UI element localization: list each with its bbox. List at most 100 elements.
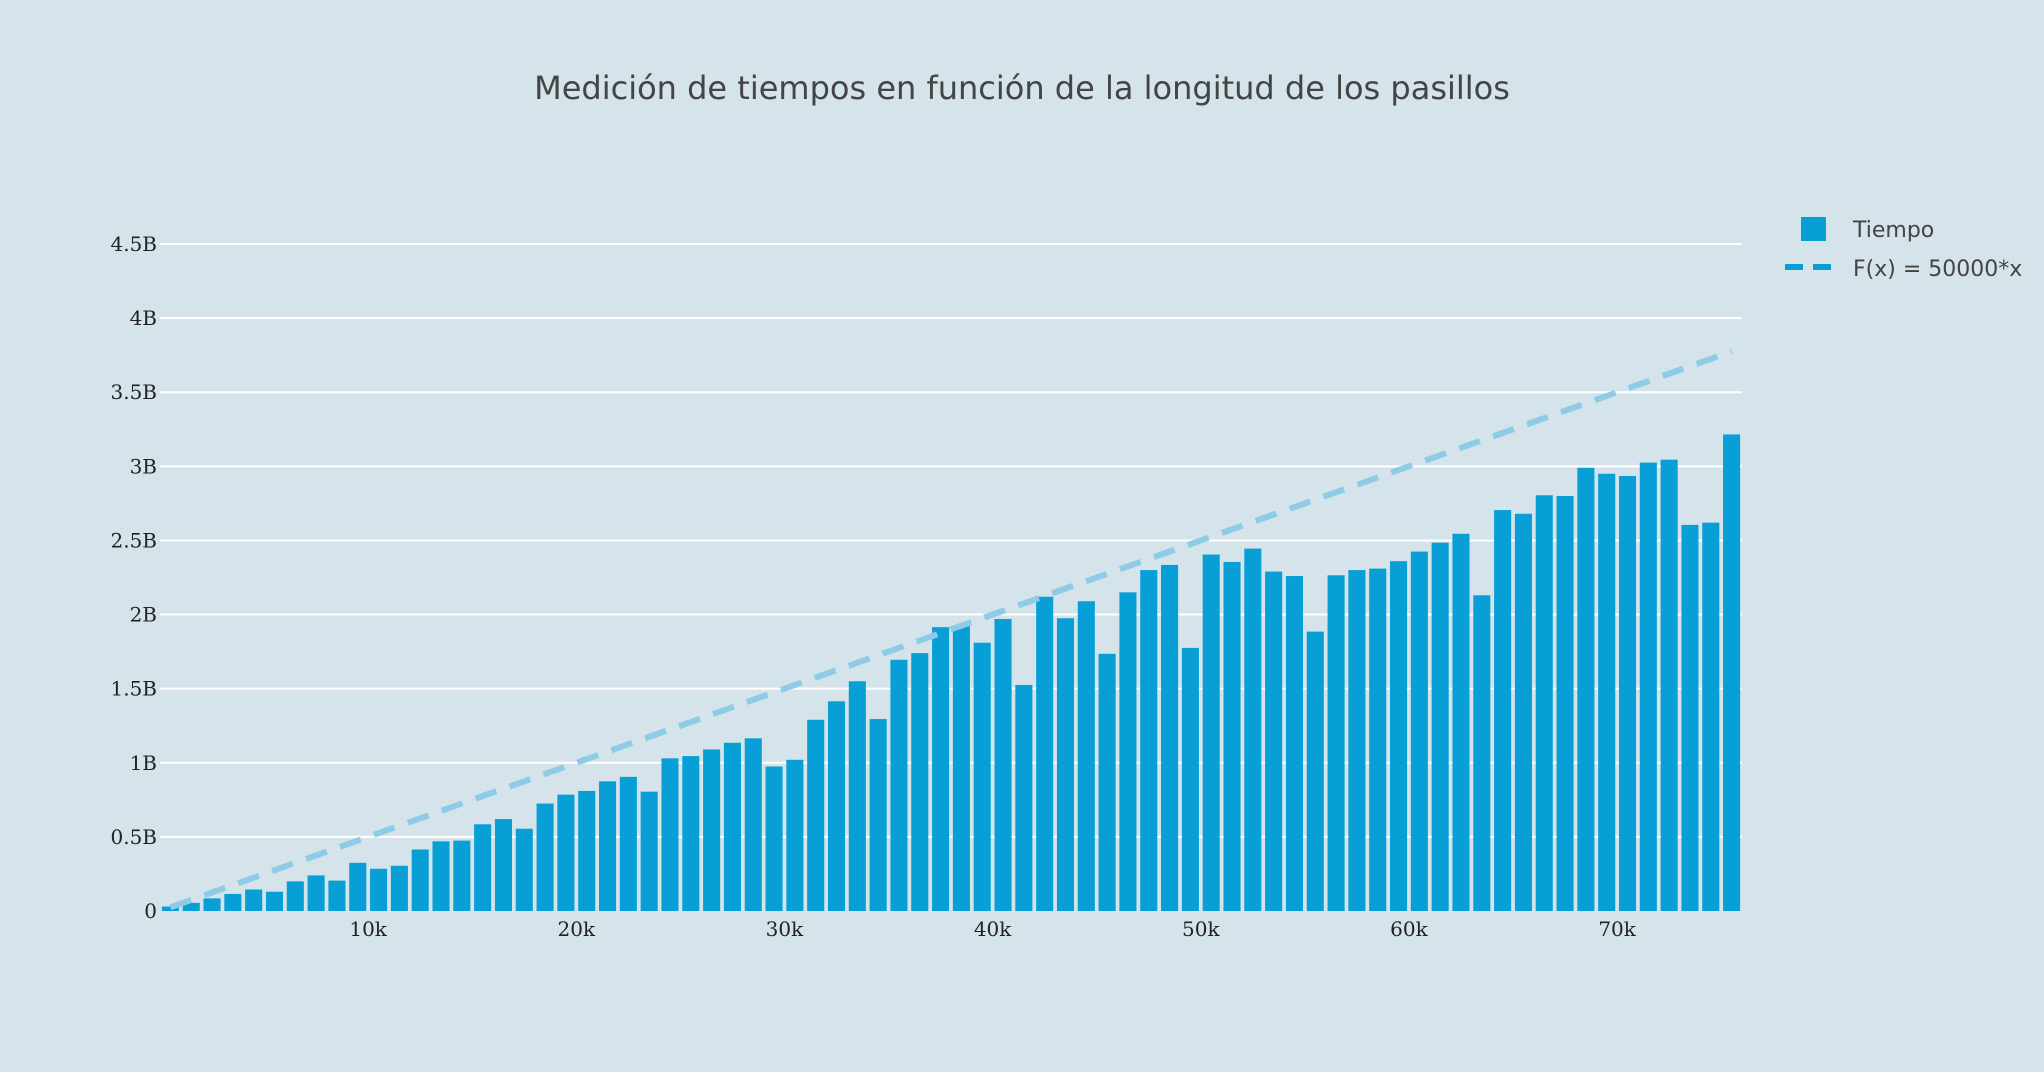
bar	[1327, 575, 1345, 911]
bar	[536, 803, 554, 911]
y-tick-label: 2B	[130, 603, 157, 627]
bar	[265, 891, 284, 911]
bar	[1639, 462, 1657, 911]
bar	[1681, 524, 1699, 911]
legend-label-fx[interactable]: F(x) = 50000*x	[1853, 257, 2022, 282]
bar	[411, 849, 429, 911]
bar	[1098, 653, 1116, 911]
bar	[1598, 473, 1616, 911]
y-tick-label: 4.5B	[110, 232, 157, 256]
bar	[848, 681, 866, 911]
bar	[1431, 542, 1449, 911]
y-tick-label: 3B	[130, 454, 157, 478]
bar	[807, 719, 825, 911]
bar	[349, 862, 367, 911]
bar	[682, 756, 700, 911]
bar	[453, 840, 471, 911]
bar	[1161, 564, 1179, 911]
bar	[1202, 554, 1220, 911]
bar	[723, 742, 741, 911]
chart-title: Medición de tiempos en función de la lon…	[534, 69, 1510, 107]
y-tick-label: 1B	[130, 751, 157, 775]
x-tick-label: 10k	[349, 917, 387, 941]
legend-bar-swatch[interactable]	[1801, 217, 1826, 241]
bar	[1410, 551, 1428, 911]
y-axis-ticks: 0 0.5B 1B 1.5B 2B 2.5B 3B 3.5B 4B 4.5B	[110, 232, 157, 923]
gridlines	[160, 243, 1742, 838]
bar	[640, 791, 658, 911]
bar-series-tiempo	[161, 434, 1741, 911]
bar	[1265, 571, 1283, 911]
bar	[661, 758, 679, 911]
legend-label-tiempo[interactable]: Tiempo	[1852, 218, 1934, 243]
bar	[182, 902, 200, 911]
bar	[203, 898, 221, 911]
bar	[1452, 533, 1470, 911]
bar	[578, 790, 596, 911]
bar	[786, 759, 804, 911]
bar	[161, 906, 179, 911]
y-tick-label: 4B	[130, 306, 157, 330]
bar	[1077, 601, 1095, 911]
line-fx	[169, 348, 1733, 911]
bar	[1702, 522, 1720, 911]
y-tick-label: 3.5B	[110, 380, 157, 404]
x-tick-label: 50k	[1182, 917, 1220, 941]
y-tick-label: 0	[144, 899, 157, 923]
bar	[1556, 495, 1574, 911]
bar	[286, 881, 304, 911]
bar	[390, 865, 408, 911]
bar	[952, 625, 970, 911]
bar	[224, 893, 242, 911]
bar	[1119, 592, 1137, 911]
y-tick-label: 1.5B	[110, 677, 157, 701]
bar	[1181, 647, 1199, 911]
x-tick-label: 60k	[1390, 917, 1428, 941]
y-tick-label: 0.5B	[110, 825, 157, 849]
bar	[932, 627, 950, 911]
bar	[1369, 568, 1387, 911]
line-series-fx	[169, 348, 1733, 911]
bar	[1535, 495, 1553, 911]
bar	[1223, 561, 1241, 911]
bar	[474, 824, 492, 911]
bar	[1306, 631, 1324, 911]
bar	[557, 794, 575, 911]
bar	[599, 781, 617, 911]
bar	[1577, 467, 1595, 911]
bar	[619, 776, 637, 911]
bar	[973, 642, 991, 911]
bar	[1514, 513, 1532, 911]
bar	[1473, 595, 1491, 911]
bar	[1723, 434, 1741, 911]
bar	[994, 619, 1012, 911]
bar	[1036, 596, 1054, 911]
bar	[1494, 510, 1512, 911]
bar	[515, 828, 533, 911]
bar	[1015, 684, 1033, 911]
bar	[1244, 548, 1262, 911]
x-tick-label: 20k	[558, 917, 596, 941]
bar	[245, 889, 263, 911]
bar	[432, 841, 450, 911]
bar	[307, 875, 325, 911]
y-tick-label: 2.5B	[110, 528, 157, 552]
bar	[1660, 459, 1678, 911]
bar	[494, 819, 512, 911]
bar	[370, 868, 388, 911]
bar	[1390, 561, 1408, 911]
bar	[744, 738, 762, 911]
x-axis-ticks: 10k 20k 30k 40k 50k 60k 70k	[349, 917, 1636, 941]
bar	[703, 749, 721, 911]
bar	[1056, 618, 1075, 911]
legend[interactable]: Tiempo F(x) = 50000*x	[1785, 217, 2022, 282]
x-tick-label: 40k	[974, 917, 1012, 941]
bar	[765, 766, 783, 911]
x-tick-label: 70k	[1598, 917, 1636, 941]
bar	[1140, 570, 1158, 911]
bar	[1348, 570, 1366, 911]
bar	[1285, 576, 1303, 911]
bar	[1618, 475, 1637, 911]
bar	[328, 880, 346, 911]
